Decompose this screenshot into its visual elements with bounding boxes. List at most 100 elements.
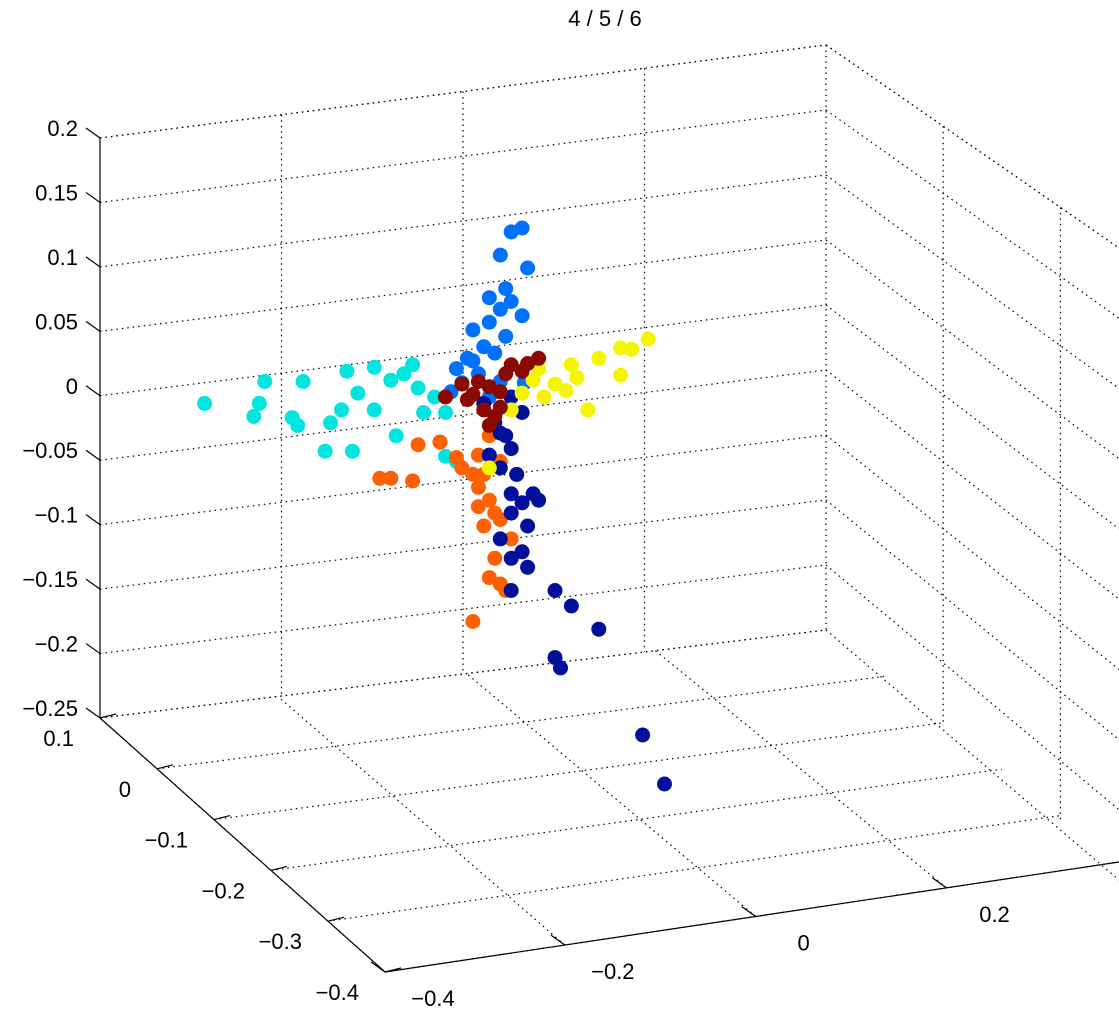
data-point xyxy=(624,341,640,357)
data-point xyxy=(492,425,508,441)
data-point xyxy=(372,470,388,486)
x-tick-mark xyxy=(550,934,566,946)
data-point xyxy=(246,408,262,424)
data-point xyxy=(323,415,338,431)
data-point xyxy=(503,583,519,598)
series-1 xyxy=(197,357,464,469)
z-tick-mark xyxy=(85,385,101,397)
z-gridline-right xyxy=(825,369,1119,600)
x-tick-label: −0.2 xyxy=(591,959,634,984)
data-point xyxy=(410,380,426,396)
data-point xyxy=(344,443,360,459)
y-tick-label: −0.2 xyxy=(202,878,245,903)
y-tick-label: 0 xyxy=(119,777,131,802)
z-tick-label: −0.2 xyxy=(35,632,78,657)
y-tick-label: −0.4 xyxy=(316,980,359,1005)
x-tick-mark xyxy=(741,905,757,917)
z-gridline-left xyxy=(99,304,827,397)
x-gridline-floor xyxy=(655,650,947,889)
z-gridline-left xyxy=(99,564,827,655)
z-gridline-right xyxy=(825,304,1119,530)
data-point xyxy=(536,389,552,405)
series-2 xyxy=(372,428,519,629)
z-tick-label: −0.1 xyxy=(35,503,78,528)
data-point xyxy=(465,386,481,402)
data-point xyxy=(591,621,607,637)
series-4 xyxy=(481,331,656,476)
data-point xyxy=(454,376,470,392)
y-tick-label: 0.1 xyxy=(43,726,74,751)
data-point xyxy=(383,470,399,486)
data-point xyxy=(251,395,267,411)
data-point xyxy=(465,353,481,369)
data-point xyxy=(481,314,497,330)
z-gridline-left xyxy=(99,499,827,590)
data-point xyxy=(591,350,607,366)
data-point xyxy=(547,376,563,392)
z-tick-mark xyxy=(85,643,101,655)
data-point xyxy=(498,281,514,297)
data-point xyxy=(635,727,651,743)
data-point xyxy=(334,402,349,418)
data-point xyxy=(388,428,404,444)
data-point xyxy=(476,518,492,534)
y-gridline-floor xyxy=(327,815,1061,922)
data-point xyxy=(481,447,497,463)
data-point xyxy=(514,495,530,511)
data-point xyxy=(514,308,530,324)
z-gridline-right xyxy=(825,434,1119,670)
data-point xyxy=(416,405,432,420)
z-tick-mark xyxy=(85,449,101,461)
data-point xyxy=(514,385,530,401)
data-point xyxy=(503,441,519,457)
data-point xyxy=(476,402,492,418)
z-tick-mark xyxy=(85,707,101,719)
z-tick-label: −0.25 xyxy=(22,696,78,721)
z-tick-label: −0.15 xyxy=(22,567,78,592)
y-tick-label: −0.1 xyxy=(145,828,188,853)
data-point xyxy=(569,370,585,386)
z-tick-label: 0.2 xyxy=(47,116,78,141)
data-point xyxy=(531,350,547,366)
data-point xyxy=(563,598,579,614)
z-tick-label: 0.1 xyxy=(47,245,78,270)
data-point xyxy=(427,389,443,405)
points-layer xyxy=(197,220,672,792)
z-tick-mark xyxy=(85,256,101,268)
data-point xyxy=(465,466,481,482)
x-tick-label: 0 xyxy=(798,930,810,955)
z-tick-mark xyxy=(85,127,101,139)
y-tick-mark xyxy=(156,764,174,770)
z-tick-mark xyxy=(85,578,101,590)
data-point xyxy=(295,374,311,389)
series-3 xyxy=(476,389,672,792)
y-tick-mark xyxy=(270,865,288,871)
data-point xyxy=(454,460,470,476)
z-gridline-right xyxy=(825,109,1119,319)
data-point xyxy=(492,384,508,400)
data-point xyxy=(525,372,541,388)
x-tick-mark xyxy=(370,961,386,973)
z-gridline-right xyxy=(825,564,1119,811)
data-point xyxy=(366,402,382,418)
x-tick-label: −0.4 xyxy=(411,986,454,1011)
data-point xyxy=(366,359,382,375)
data-point xyxy=(492,247,508,263)
data-point xyxy=(547,583,563,598)
z-tick-label: −0.05 xyxy=(22,438,78,463)
data-point xyxy=(339,363,355,379)
data-point xyxy=(503,357,519,373)
z-tick-mark xyxy=(85,191,101,203)
data-point xyxy=(503,486,519,502)
data-point xyxy=(509,466,525,482)
z-gridline-left xyxy=(99,174,827,268)
chart-title: 4 / 5 / 6 xyxy=(568,6,641,31)
x-gridline-floor xyxy=(466,673,757,917)
y-tick-label: −0.3 xyxy=(259,929,302,954)
z-gridline-left xyxy=(99,369,827,461)
data-point xyxy=(438,389,453,405)
data-point xyxy=(448,361,464,377)
data-point xyxy=(481,460,497,476)
